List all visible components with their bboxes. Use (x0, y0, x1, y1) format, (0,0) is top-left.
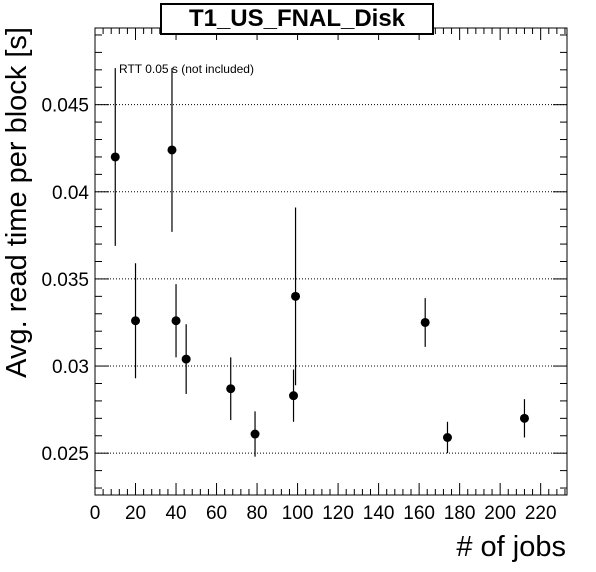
y-tick-labels: 0.025 0.03 0.035 0.04 0.045 (41, 96, 89, 466)
x-tick-label: 100 (282, 503, 314, 524)
x-axis-title: # of jobs (456, 531, 566, 563)
data-point (167, 145, 177, 155)
x-tick-label: 200 (484, 503, 516, 524)
data-point (181, 354, 191, 364)
chart-title-box: T1_US_FNAL_Disk (160, 3, 434, 35)
data-points (110, 68, 529, 457)
plot-frame (94, 27, 568, 496)
data-point (110, 152, 120, 162)
data-point (291, 291, 301, 301)
x-tick-label: 220 (525, 503, 557, 524)
x-tick-label: 140 (363, 503, 395, 524)
data-point (250, 429, 260, 439)
x-tick-labels: 0 20 40 60 80 100 120 140 160 180 200 220 (90, 503, 557, 524)
x-tick-label: 180 (444, 503, 476, 524)
axis-ticks (94, 28, 567, 495)
y-axis-title: Avg. read time per block [s] (1, 27, 33, 378)
data-point (519, 413, 529, 423)
data-point (171, 316, 181, 326)
x-tick-label: 160 (403, 503, 435, 524)
x-tick-label: 20 (125, 503, 146, 524)
x-tick-label: 60 (206, 503, 227, 524)
y-tick-label: 0.035 (41, 270, 89, 291)
data-point (442, 432, 452, 442)
data-point (131, 316, 141, 326)
data-point (226, 384, 236, 394)
grid-lines (95, 104, 567, 454)
data-point (420, 317, 430, 327)
data-point (289, 391, 299, 401)
x-tick-label: 120 (322, 503, 354, 524)
x-tick-label: 80 (246, 503, 267, 524)
y-tick-label: 0.025 (41, 444, 89, 465)
chart-title: T1_US_FNAL_Disk (188, 5, 406, 32)
rtt-annotation: RTT 0.05 s (not included) (119, 62, 254, 76)
x-tick-label: 0 (90, 503, 101, 524)
x-tick-label: 40 (165, 503, 186, 524)
y-tick-label: 0.045 (41, 96, 89, 117)
y-tick-label: 0.04 (52, 183, 89, 204)
y-tick-label: 0.03 (52, 357, 89, 378)
